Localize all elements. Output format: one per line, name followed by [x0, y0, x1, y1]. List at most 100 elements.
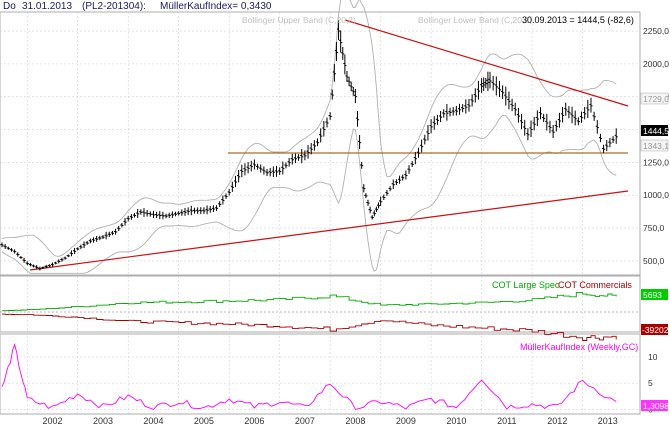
- price-bar: [497, 80, 502, 98]
- price-bar: [494, 76, 498, 96]
- price-bar: [507, 91, 511, 110]
- price-bar: [385, 190, 389, 196]
- price-bar: [284, 162, 288, 169]
- price-bar: [224, 193, 228, 200]
- x-tick-label: 2003: [93, 416, 113, 426]
- price-bar: [448, 107, 452, 117]
- price-bar: [407, 165, 411, 174]
- price-bar: [41, 266, 45, 269]
- price-bar: [268, 167, 272, 177]
- price-bar: [186, 207, 190, 216]
- price-ytick-label: 500,0: [643, 256, 665, 266]
- price-bar: [332, 64, 336, 82]
- price-bar: [376, 202, 381, 209]
- price-bar: [312, 140, 316, 151]
- price-bar: [227, 188, 231, 196]
- price-bar: [88, 238, 92, 244]
- x-tick-label: 2004: [143, 416, 163, 426]
- trendlines: [29, 19, 629, 271]
- price-bar: [44, 264, 48, 269]
- price-bar: [330, 89, 334, 100]
- price-bar: [218, 201, 222, 208]
- badge-last: 1444,5: [641, 125, 669, 136]
- price-ytick-label: 2250,0: [643, 26, 669, 36]
- price-bar: [532, 116, 536, 131]
- price-bar: [107, 231, 111, 237]
- price-bar: [423, 134, 427, 145]
- price-bar: [265, 168, 269, 177]
- price-bar: [205, 205, 209, 215]
- price-bar: [79, 244, 83, 250]
- price-bar: [589, 97, 593, 113]
- price-bar: [35, 265, 39, 270]
- x-tick-label: 2010: [446, 416, 466, 426]
- price-bar: [416, 147, 421, 158]
- price-bar: [293, 153, 298, 164]
- price-ytick-label: 2000,0: [643, 59, 669, 69]
- price-bar: [189, 205, 193, 216]
- price-bar: [325, 117, 329, 128]
- price-bar: [120, 223, 124, 228]
- price-bar: [420, 139, 424, 153]
- price-bar: [214, 205, 219, 211]
- price-bar: [38, 266, 42, 271]
- x-tick-label: 2008: [345, 416, 365, 426]
- price-bar: [3, 243, 7, 250]
- price-bar: [66, 254, 70, 258]
- price-bar: [432, 116, 436, 130]
- price-bar: [548, 120, 552, 134]
- price-bar: [523, 119, 527, 136]
- price-bar: [259, 164, 263, 173]
- price-bar: [482, 77, 486, 92]
- price-bar: [243, 163, 247, 176]
- price-bar: [300, 149, 304, 164]
- price-bar: [476, 80, 481, 100]
- price-bar: [372, 210, 376, 217]
- mki-ytick-label: 10: [648, 352, 658, 362]
- price-bars: [0, 20, 618, 271]
- price-bar: [605, 140, 609, 152]
- price-bar: [586, 99, 590, 119]
- price-bar: [57, 259, 61, 264]
- mki-ytick-label: 5: [648, 378, 653, 388]
- price-bar: [488, 71, 492, 89]
- price-bar: [136, 208, 140, 219]
- price-bar: [129, 214, 133, 220]
- svg-text:1343,1: 1343,1: [643, 141, 669, 151]
- price-bar: [139, 209, 143, 215]
- price-bar: [567, 106, 571, 119]
- price-bar: [123, 217, 127, 226]
- price-bar: [504, 86, 508, 106]
- y-axis-ticks: 500,0750,01000,01250,01500,01750,02000,0…: [643, 26, 669, 414]
- price-bar: [47, 264, 51, 268]
- date-label: 31.01.2013: [22, 1, 72, 12]
- price-ytick-label: 750,0: [643, 223, 665, 233]
- price-bar: [614, 128, 618, 144]
- price-bar: [309, 142, 313, 155]
- price-bar: [202, 207, 206, 214]
- price-bar: [366, 199, 370, 206]
- price-bar: [445, 103, 449, 121]
- price-bar: [237, 170, 241, 183]
- price-bar: [608, 137, 612, 148]
- price-bar: [464, 99, 468, 114]
- price-bar: [13, 249, 17, 254]
- price-bar: [126, 215, 130, 222]
- resistance-trendline[interactable]: [344, 19, 629, 107]
- price-bar: [357, 134, 362, 150]
- bollinger-upper-label: Bollinger Upper Band (C,20,2): [242, 15, 356, 25]
- price-bar: [364, 193, 368, 199]
- price-bar: [573, 110, 577, 126]
- badge-upper: 1729,0: [640, 92, 669, 105]
- price-bar: [451, 107, 455, 116]
- support-trendline[interactable]: [29, 190, 629, 271]
- price-bar: [362, 184, 366, 193]
- price-bar: [72, 247, 77, 255]
- price-bar: [397, 175, 402, 184]
- price-bar: [249, 160, 253, 172]
- price-bar: [328, 112, 332, 120]
- price-bar: [306, 145, 310, 159]
- grid-lines: [0, 12, 640, 414]
- price-bar: [167, 212, 171, 218]
